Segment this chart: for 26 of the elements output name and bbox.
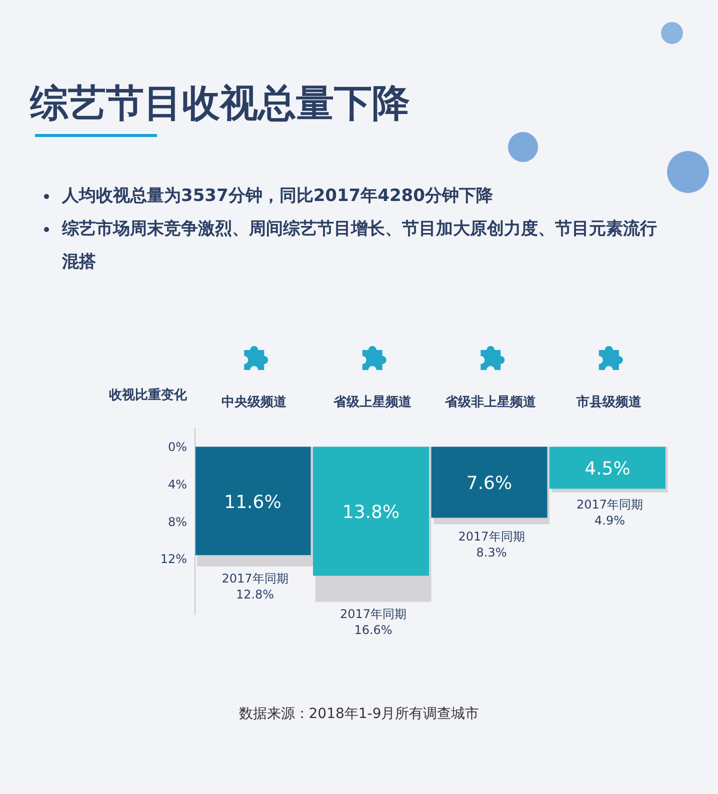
data-label: 7.6% bbox=[466, 473, 512, 494]
x-tick-label: 省级非上星频道 bbox=[444, 395, 538, 410]
text: 2017年同期 bbox=[340, 606, 407, 621]
y-tick-label: 12% bbox=[160, 552, 187, 566]
x-tick-label: 中央级频道 bbox=[222, 395, 288, 410]
source-note: 数据来源：2018年1-9月所有调查城市 bbox=[238, 705, 480, 723]
y-tick-label: 0% bbox=[168, 440, 187, 454]
data-label: 4.9% bbox=[594, 514, 625, 528]
x-tick-label: 省级上星频道 bbox=[332, 395, 412, 410]
data-label: 8.3% bbox=[476, 545, 507, 560]
text: 人均收视总量为3537分钟，同比2017年4280分钟下降 bbox=[62, 185, 493, 208]
data-label: 4.5% bbox=[584, 458, 630, 480]
x-tick-label: 市县级频道 bbox=[575, 394, 642, 410]
y-tick-label: 4% bbox=[168, 477, 187, 492]
data-label: 12.8% bbox=[236, 587, 274, 602]
text: 综艺市场周末竞争激烈、周间综艺节目增长、节目加大原创力度、节目元素流行混搭 bbox=[62, 218, 658, 274]
data-label: 13.8% bbox=[342, 502, 400, 524]
series-label: 2017年同期 bbox=[222, 571, 288, 586]
bar bbox=[313, 446, 429, 576]
data-label: 16.6% bbox=[354, 622, 392, 637]
y-axis-title: 收视比重变化 bbox=[109, 387, 188, 404]
chart-title: 综艺节目收视总量下降 bbox=[30, 80, 410, 127]
text: 2017年同期 bbox=[458, 529, 525, 544]
text: 2017年同期 bbox=[576, 498, 644, 512]
y-tick-label: 8% bbox=[168, 514, 187, 529]
data-label: 11.6% bbox=[224, 492, 282, 513]
